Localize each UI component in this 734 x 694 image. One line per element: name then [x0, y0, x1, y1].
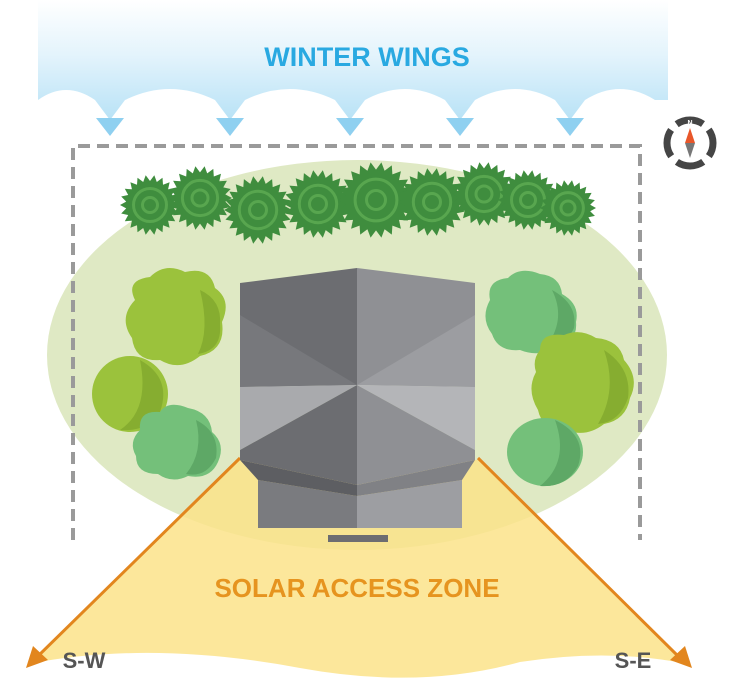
winter-wings-label: WINTER WINGS: [264, 42, 469, 72]
evergreen-tree-icon: [398, 168, 466, 236]
shrub-icon: [132, 404, 221, 480]
southwest-arrow-line: [32, 456, 242, 662]
property-fence: [71, 144, 642, 540]
left-shrubs: [92, 268, 226, 480]
right-shrubs: [485, 270, 634, 487]
house-step: [328, 535, 388, 542]
southwest-arrow-head: [26, 646, 48, 668]
evergreen-tree-icon: [284, 170, 352, 238]
house-roof-icon: [240, 268, 475, 542]
southwest-direction-label: S-W: [63, 648, 106, 673]
evergreen-tree-icon: [224, 176, 292, 244]
solar-access-zone: SOLAR ACCESS ZONE: [26, 456, 692, 678]
solar-zone-shape: [28, 460, 688, 678]
evergreen-tree-icon: [120, 175, 180, 235]
southeast-arrow-line: [476, 456, 684, 662]
evergreen-tree-icon: [338, 162, 414, 238]
shrub-icon: [125, 268, 226, 366]
compass-north-label: N: [687, 120, 692, 127]
compass-icon: N: [663, 116, 717, 170]
evergreen-windbreak: [120, 162, 596, 244]
shrub-icon: [485, 270, 577, 354]
evergreen-tree-icon: [452, 162, 516, 226]
evergreen-tree-icon: [540, 180, 596, 236]
evergreen-tree-icon: [168, 166, 232, 230]
southeast-direction-label: S-E: [615, 648, 652, 673]
solar-access-zone-label: SOLAR ACCESS ZONE: [214, 573, 499, 603]
wind-arrow-heads: [96, 118, 584, 136]
southeast-arrow-head: [670, 646, 692, 668]
shrub-icon: [507, 418, 583, 487]
wind-band-shape: [38, 0, 668, 120]
winter-wind-band: WINTER WINGS: [38, 0, 668, 136]
shrub-icon: [531, 332, 634, 433]
